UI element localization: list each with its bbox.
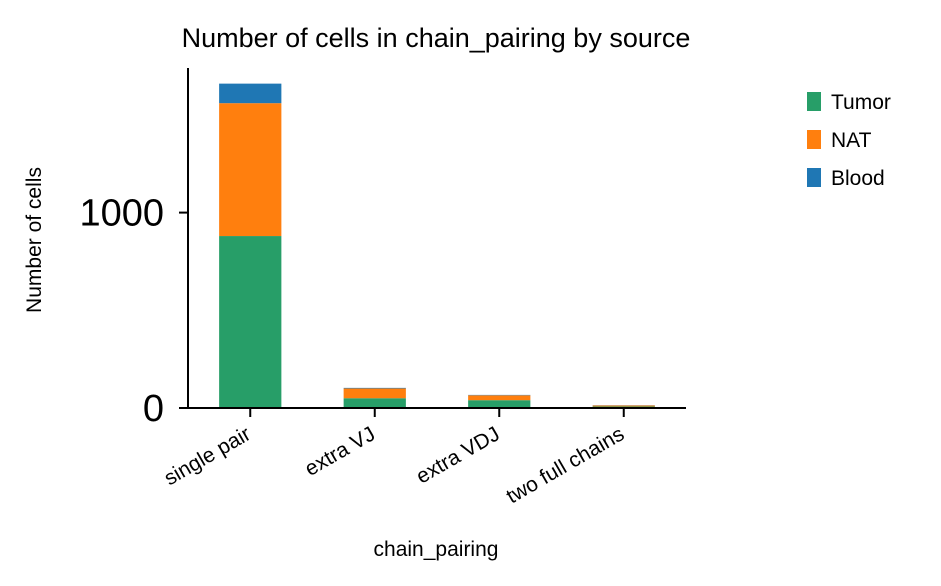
- legend-label-tumor: Tumor: [831, 91, 891, 114]
- y-tick-label: 1000: [79, 193, 164, 235]
- bar-tumor-extra-VDJ: [468, 400, 531, 408]
- bar-blood-extra-VJ: [343, 387, 406, 389]
- bar-nat-extra-VJ: [343, 388, 406, 399]
- bar-blood-single-pair: [219, 83, 282, 104]
- y-axis-label: Number of cells: [23, 167, 46, 313]
- bar-nat-extra-VDJ: [468, 395, 531, 401]
- legend-swatch-blood: [807, 168, 821, 187]
- bar-tumor-single-pair: [219, 236, 282, 408]
- y-ticks: 0 1000: [79, 193, 188, 430]
- x-tick-label: single pair: [160, 422, 254, 490]
- chart-title: Number of cells in chain_pairing by sour…: [182, 23, 691, 53]
- x-tick-label: two full chains: [503, 422, 629, 508]
- bar-nat-single-pair: [219, 103, 282, 237]
- legend-label-nat: NAT: [831, 129, 872, 152]
- bars-layer: [219, 83, 655, 408]
- x-axis-label: chain_pairing: [374, 538, 499, 561]
- x-tick-label: extra VDJ: [412, 422, 503, 488]
- bar-nat-two-full-chains: [592, 405, 655, 407]
- legend-swatch-nat: [807, 130, 821, 149]
- x-tick-label: extra VJ: [301, 422, 379, 480]
- legend: Tumor NAT Blood: [807, 91, 891, 190]
- bar-tumor-extra-VJ: [343, 398, 406, 408]
- legend-swatch-tumor: [807, 92, 821, 111]
- legend-label-blood: Blood: [831, 167, 885, 190]
- y-tick-label: 0: [143, 388, 164, 430]
